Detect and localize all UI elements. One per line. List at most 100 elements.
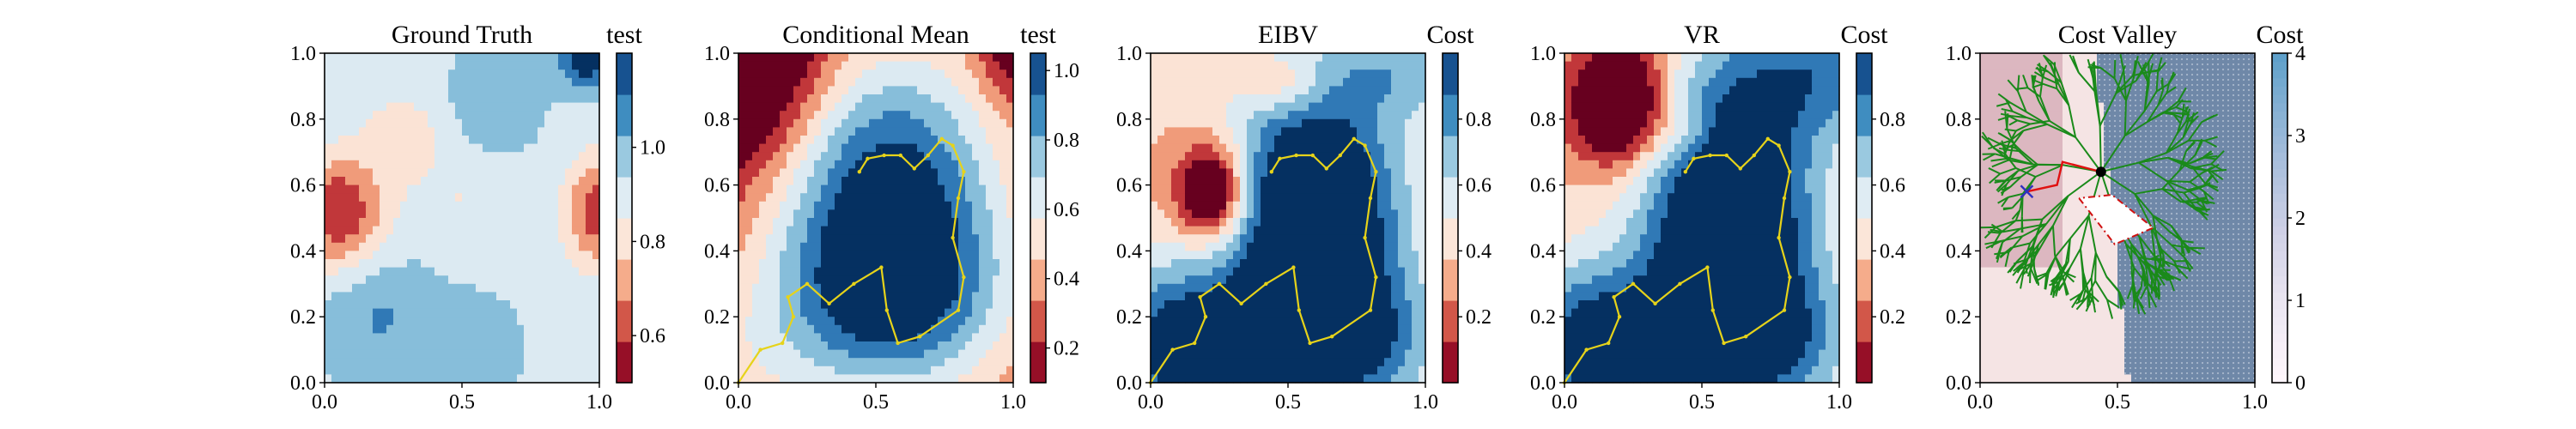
heatmap-cell [455, 226, 463, 235]
path-waypoint [1294, 153, 1298, 158]
heatmap-cell [592, 61, 600, 70]
heatmap-cell [1006, 184, 1014, 194]
heatmap-cell [1357, 275, 1364, 285]
heatmap-cell [931, 226, 939, 235]
heatmap-cell [586, 226, 593, 235]
heatmap-cell [558, 184, 566, 194]
heatmap-cell [592, 259, 600, 269]
heatmap-cell [903, 201, 911, 210]
heatmap-cell [800, 218, 808, 227]
heatmap-cell [1274, 300, 1282, 310]
heatmap-cell [325, 201, 332, 210]
heatmap-cell [489, 292, 497, 301]
heatmap-cell [896, 118, 904, 128]
heatmap-cell [759, 177, 767, 186]
heatmap-cell [1267, 292, 1275, 301]
heatmap-cell [538, 152, 545, 161]
heatmap-cell [965, 283, 973, 293]
heatmap-cell [862, 341, 870, 351]
heatmap-cell [462, 275, 470, 285]
heatmap-cell [924, 77, 932, 87]
heatmap-cell [579, 143, 586, 153]
heatmap-cell [1336, 160, 1344, 169]
heatmap-cell [1261, 308, 1268, 317]
heatmap-cell [579, 111, 586, 120]
heatmap-cell [510, 324, 518, 334]
heatmap-cell [331, 69, 339, 79]
heatmap-cell [780, 102, 787, 112]
heatmap-cell [965, 242, 973, 251]
heatmap-cell [1343, 102, 1351, 112]
heatmap-cell [469, 218, 477, 227]
heatmap-cell [338, 152, 346, 161]
heatmap-cell [1309, 308, 1316, 317]
heatmap-cell [428, 127, 435, 136]
heatmap-cell [1233, 308, 1241, 317]
heatmap-cell [345, 168, 353, 178]
heatmap-cell [780, 77, 787, 87]
heatmap-cell [1206, 86, 1213, 95]
heatmap-cell [1006, 136, 1014, 145]
heatmap-cell [531, 127, 538, 136]
heatmap-cell [558, 77, 566, 87]
heatmap-cell [972, 160, 980, 169]
heatmap-cell [773, 168, 781, 178]
heatmap-cell [538, 374, 545, 384]
heatmap-cell [1151, 226, 1158, 235]
heatmap-cell [1309, 177, 1316, 186]
heatmap-cell [558, 168, 566, 178]
heatmap-cell [572, 127, 580, 136]
heatmap-cell [496, 86, 504, 95]
heatmap-cell [1364, 267, 1371, 276]
heatmap-cell [1295, 177, 1303, 186]
heatmap-cell [896, 86, 904, 95]
heatmap-cell [1192, 259, 1200, 269]
heatmap-cell [869, 292, 877, 301]
heatmap-cell [1370, 275, 1378, 285]
heatmap-cell [800, 308, 808, 317]
heatmap-cell [503, 349, 511, 359]
heatmap-cell [448, 292, 456, 301]
heatmap-cell [1199, 69, 1206, 79]
heatmap-cell [565, 118, 573, 128]
heatmap-cell [538, 102, 545, 112]
heatmap-cell [759, 102, 767, 112]
heatmap-cell [1364, 275, 1371, 285]
heatmap-cell [428, 160, 435, 169]
heatmap-cell [1322, 234, 1330, 244]
heatmap-cell [993, 118, 1000, 128]
heatmap-cell [352, 374, 360, 384]
heatmap-cell [745, 201, 753, 210]
heatmap-cell [1233, 358, 1241, 367]
heatmap-cell [841, 300, 849, 310]
heatmap-cell [1261, 300, 1268, 310]
heatmap-cell [565, 143, 573, 153]
heatmap-cell [896, 61, 904, 70]
heatmap-cell [503, 209, 511, 219]
heatmap-cell [752, 234, 760, 244]
heatmap-cell [841, 242, 849, 251]
heatmap-cell [738, 234, 746, 244]
heatmap-cell [938, 152, 945, 161]
heatmap-cell [1233, 118, 1241, 128]
heatmap-cell [1357, 127, 1364, 136]
heatmap-cell [1206, 349, 1213, 359]
heatmap-cell [938, 374, 945, 384]
heatmap-cell [745, 118, 753, 128]
heatmap-cell [1357, 143, 1364, 153]
heatmap-cell [428, 102, 435, 112]
heatmap-cell [1350, 94, 1358, 104]
heatmap-cell [807, 118, 815, 128]
heatmap-cell [496, 168, 504, 178]
heatmap-cell [951, 275, 959, 285]
heatmap-cell [821, 242, 829, 251]
heatmap-cell [366, 209, 374, 219]
heatmap-cell [951, 143, 959, 153]
heatmap-cell [565, 251, 573, 260]
heatmap-cell [931, 324, 939, 334]
heatmap-cell [1391, 242, 1399, 251]
heatmap-cell [462, 102, 470, 112]
heatmap-cell [807, 349, 815, 359]
heatmap-cell [503, 259, 511, 269]
heatmap-cell [1226, 69, 1234, 79]
